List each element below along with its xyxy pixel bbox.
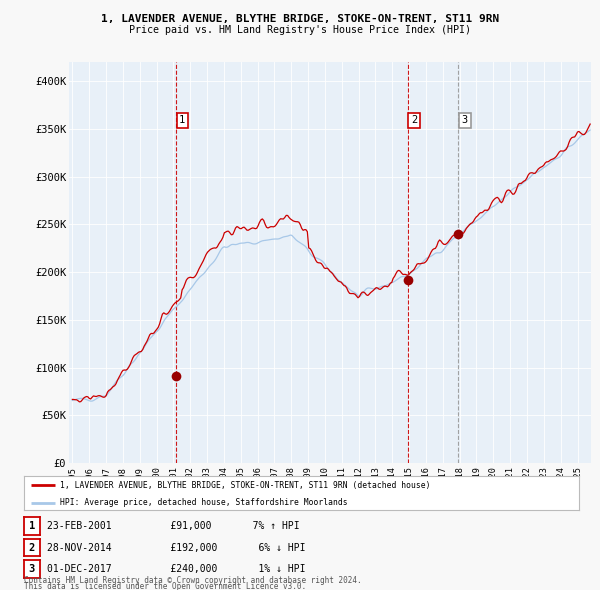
Text: Contains HM Land Registry data © Crown copyright and database right 2024.: Contains HM Land Registry data © Crown c… xyxy=(24,576,362,585)
Text: 23-FEB-2001          £91,000       7% ↑ HPI: 23-FEB-2001 £91,000 7% ↑ HPI xyxy=(47,522,299,531)
Text: This data is licensed under the Open Government Licence v3.0.: This data is licensed under the Open Gov… xyxy=(24,582,306,590)
Text: 28-NOV-2014          £192,000       6% ↓ HPI: 28-NOV-2014 £192,000 6% ↓ HPI xyxy=(47,543,305,552)
Text: 1, LAVENDER AVENUE, BLYTHE BRIDGE, STOKE-ON-TRENT, ST11 9RN (detached house): 1, LAVENDER AVENUE, BLYTHE BRIDGE, STOKE… xyxy=(60,481,431,490)
Text: 2: 2 xyxy=(411,115,417,125)
Text: 3: 3 xyxy=(461,115,468,125)
Text: 2: 2 xyxy=(29,543,35,552)
Text: HPI: Average price, detached house, Staffordshire Moorlands: HPI: Average price, detached house, Staf… xyxy=(60,499,348,507)
Text: 1, LAVENDER AVENUE, BLYTHE BRIDGE, STOKE-ON-TRENT, ST11 9RN: 1, LAVENDER AVENUE, BLYTHE BRIDGE, STOKE… xyxy=(101,14,499,24)
Text: 01-DEC-2017          £240,000       1% ↓ HPI: 01-DEC-2017 £240,000 1% ↓ HPI xyxy=(47,564,305,573)
Text: 1: 1 xyxy=(179,115,185,125)
Text: 3: 3 xyxy=(29,564,35,573)
Text: Price paid vs. HM Land Registry's House Price Index (HPI): Price paid vs. HM Land Registry's House … xyxy=(129,25,471,35)
Text: 1: 1 xyxy=(29,522,35,531)
